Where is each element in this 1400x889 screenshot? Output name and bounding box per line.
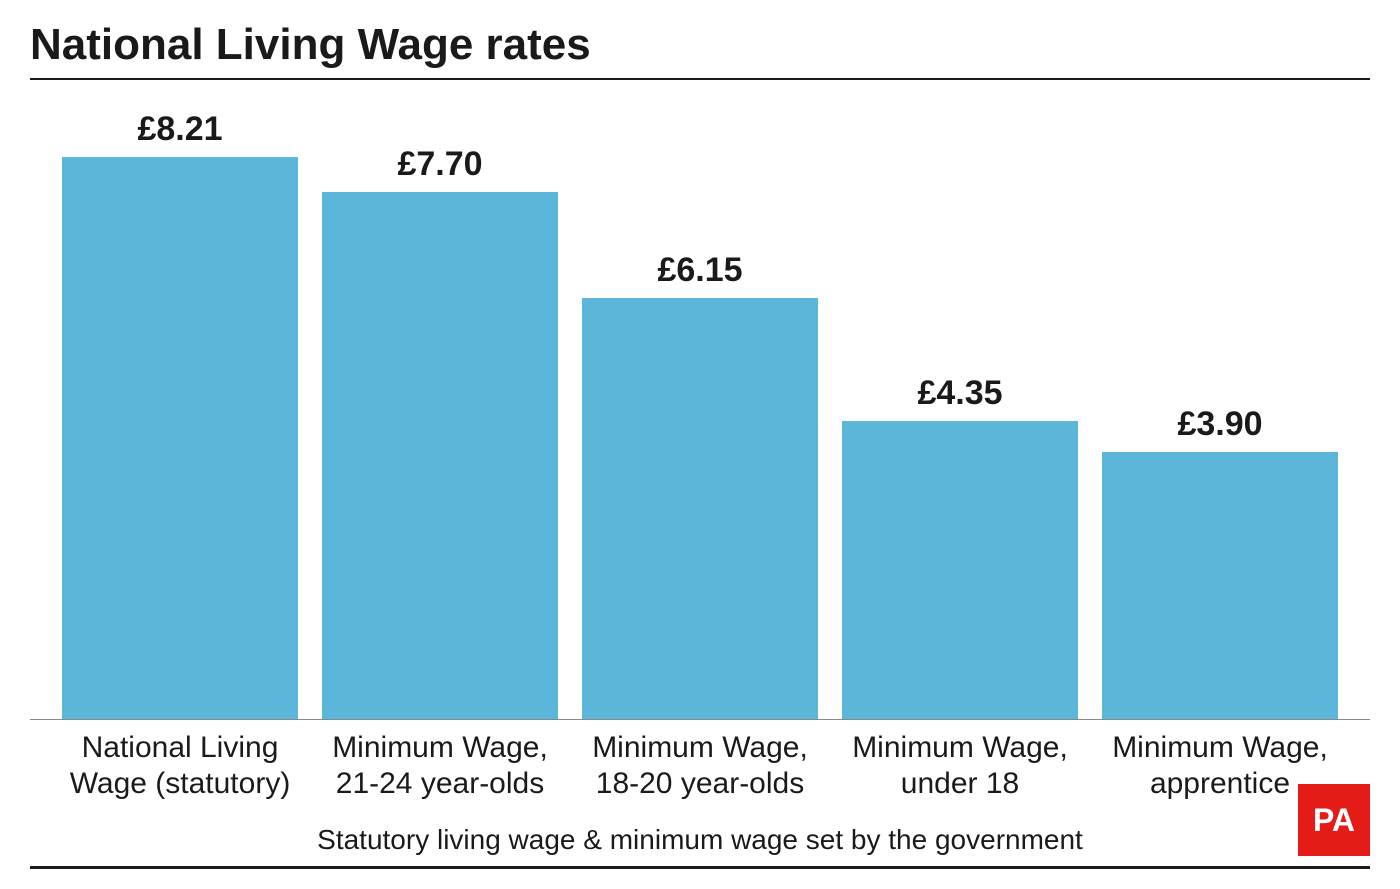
x-axis-labels: National Living Wage (statutory) Minimum … xyxy=(30,720,1370,802)
bar-group: £6.15 xyxy=(582,80,818,719)
bar-group: £8.21 xyxy=(62,80,298,719)
x-axis-label: Minimum Wage, 18-20 year-olds xyxy=(582,730,818,802)
bar xyxy=(842,421,1078,719)
pa-logo: PA xyxy=(1298,784,1370,856)
bar-value-label: £6.15 xyxy=(657,251,742,290)
chart-caption: Statutory living wage & minimum wage set… xyxy=(317,824,1083,862)
bar-group: £3.90 xyxy=(1102,80,1338,719)
bar-group: £4.35 xyxy=(842,80,1078,719)
bar-value-label: £4.35 xyxy=(917,374,1002,413)
x-axis-label: Minimum Wage, under 18 xyxy=(842,730,1078,802)
bar xyxy=(322,192,558,719)
x-axis-label: National Living Wage (statutory) xyxy=(62,730,298,802)
chart-plot-area: £8.21 £7.70 £6.15 £4.35 £3.90 xyxy=(30,80,1370,720)
bar-group: £7.70 xyxy=(322,80,558,719)
bar-value-label: £7.70 xyxy=(397,145,482,184)
x-axis-label: Minimum Wage, 21-24 year-olds xyxy=(322,730,558,802)
chart-footer: Statutory living wage & minimum wage set… xyxy=(30,824,1370,869)
chart-title: National Living Wage rates xyxy=(30,20,1370,78)
bar xyxy=(582,298,818,719)
bar xyxy=(1102,452,1338,719)
bar-value-label: £8.21 xyxy=(137,110,222,149)
bar-value-label: £3.90 xyxy=(1177,405,1262,444)
bar xyxy=(62,157,298,719)
